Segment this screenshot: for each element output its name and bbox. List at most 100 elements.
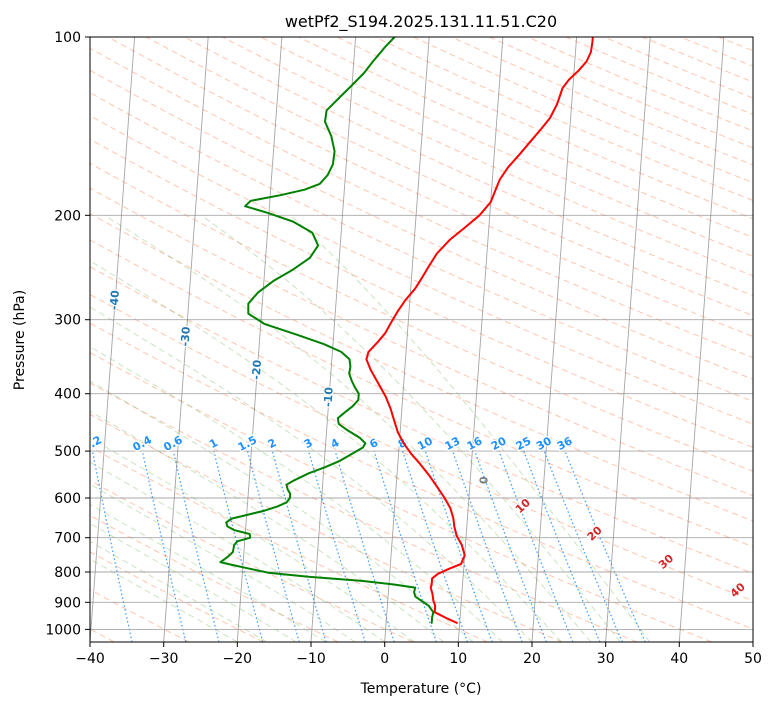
mixing-ratio-label: 1 [207, 436, 220, 451]
moist-adiabat-line [90, 461, 385, 642]
moist-adiabat-line [90, 558, 238, 642]
mixing-ratio-label: 4 [329, 436, 342, 451]
mixing-ratio-line [247, 450, 300, 642]
isotherm-line [163, 37, 209, 642]
dry-adiabat-line [90, 266, 753, 574]
moist-adiabat-line [90, 260, 562, 642]
isotherm-line [236, 37, 283, 642]
x-tick-label: −20 [223, 651, 253, 667]
dry-adiabat-line [90, 588, 190, 642]
mixing-ratio-line [523, 450, 601, 642]
mixing-ratio-line [452, 450, 523, 642]
mixing-ratio-line [402, 450, 469, 642]
dry-adiabat-label: 10 [513, 496, 533, 516]
dry-adiabat-line [90, 138, 753, 448]
x-axis-label: Temperature (°C) [360, 681, 482, 697]
x-tick-label: −40 [75, 651, 105, 667]
moist-adiabat-line [90, 346, 503, 642]
isobar-gridlines [90, 37, 753, 630]
moist-adiabat-line [90, 541, 268, 642]
dry-adiabat-line [680, 37, 753, 67]
mixing-ratio-line [373, 450, 437, 642]
dry-adiabat-label: 40 [728, 580, 748, 600]
mixing-ratio-line [172, 450, 220, 642]
mixing-ratio-label: 2 [266, 436, 279, 451]
moist-adiabat-line [90, 503, 326, 642]
x-axis: −40 −30 −20 −10 0 10 20 30 40 50 [75, 642, 762, 667]
dry-adiabat-line [565, 37, 753, 115]
dry-adiabat-line [90, 413, 563, 642]
isotherm-label: -40 [107, 289, 121, 310]
moist-adiabat-line [90, 410, 444, 642]
mixing-ratio-line [564, 450, 646, 642]
dry-adiabat-line [451, 37, 753, 166]
dry-adiabat-line [641, 37, 753, 83]
isotherm-label: -30 [178, 326, 192, 347]
x-tick-label: 20 [523, 651, 541, 667]
temperature-line [365, 37, 594, 624]
x-tick-label: 30 [597, 651, 615, 667]
mixing-ratio-line [474, 450, 547, 642]
dry-adiabat-line [90, 322, 753, 630]
dry-adiabat-line [222, 37, 753, 277]
isotherm-label: -50 [36, 253, 50, 274]
isotherm-line [678, 37, 725, 642]
y-tick-label: 700 [54, 531, 81, 547]
moist-adiabat-line [90, 306, 533, 642]
x-tick-label: −10 [296, 651, 326, 667]
y-tick-label: 400 [54, 387, 81, 403]
dry-adiabat-line [757, 37, 775, 642]
mixing-ratio-label: 30 [534, 434, 554, 453]
dry-adiabat-line [90, 69, 753, 380]
mixing-ratio-label: 20 [489, 434, 509, 453]
mixing-ratio-label: 36 [555, 434, 575, 453]
dry-adiabat-label: 20 [585, 523, 605, 543]
y-tick-label: 500 [54, 444, 81, 460]
moist-adiabat-line [90, 483, 356, 642]
isotherm-line [605, 37, 651, 642]
mixing-ratio-label: 13 [443, 434, 463, 453]
mixing-ratio-line [424, 450, 493, 642]
dry-adiabat-line [412, 37, 753, 184]
y-axis: 100 200 300 400 500 600 700 800 900 1000 [45, 30, 90, 638]
mixing-ratio-line [271, 450, 327, 642]
mixing-ratio-line [334, 450, 395, 642]
mixing-ratio-lines [91, 450, 646, 642]
y-tick-label: 300 [54, 313, 81, 329]
dry-adiabat-line [718, 37, 753, 52]
mixing-ratio-line [308, 450, 366, 642]
isotherm-gridlines [90, 37, 753, 642]
mixing-ratio-line [141, 450, 187, 642]
chart-title: wetPf2_S194.2025.131.11.51.C20 [285, 12, 557, 32]
mixing-ratio-line [498, 450, 574, 642]
zero-isotherm-label: 0 [477, 476, 491, 485]
mixing-ratio-label: 16 [465, 434, 485, 453]
isotherm-line [457, 37, 504, 642]
dry-adiabat-line [603, 37, 753, 99]
dry-adiabat-line [489, 37, 753, 149]
x-tick-label: 0 [380, 651, 389, 667]
moist-adiabat-line [90, 437, 415, 642]
mixing-ratio-label: 6 [367, 436, 380, 451]
dry-adiabat-line [90, 239, 753, 548]
dry-adiabat-line [90, 551, 264, 642]
dry-adiabat-line [336, 37, 753, 220]
line-labels: -100-90-80-70-60-50-40-30-20-10010203040… [36, 253, 749, 601]
plot-frame [89, 36, 754, 643]
isotherm-line [384, 37, 430, 642]
mixing-ratio-label: 25 [514, 434, 534, 453]
profile-series [219, 37, 594, 624]
dry-adiabat-line [90, 47, 753, 359]
x-tick-label: 50 [744, 651, 762, 667]
y-tick-label: 1000 [45, 622, 81, 638]
isotherm-line [531, 37, 578, 642]
isotherm-line [310, 37, 357, 642]
dry-adiabats [90, 37, 775, 642]
y-tick-label: 900 [54, 595, 81, 611]
x-tick-label: −30 [149, 651, 179, 667]
dry-adiabat-line [90, 514, 339, 642]
dry-adiabat-line [527, 37, 753, 132]
y-tick-label: 200 [54, 208, 81, 224]
y-axis-label: Pressure (hPa) [12, 290, 28, 390]
dry-adiabat-line [90, 115, 753, 425]
